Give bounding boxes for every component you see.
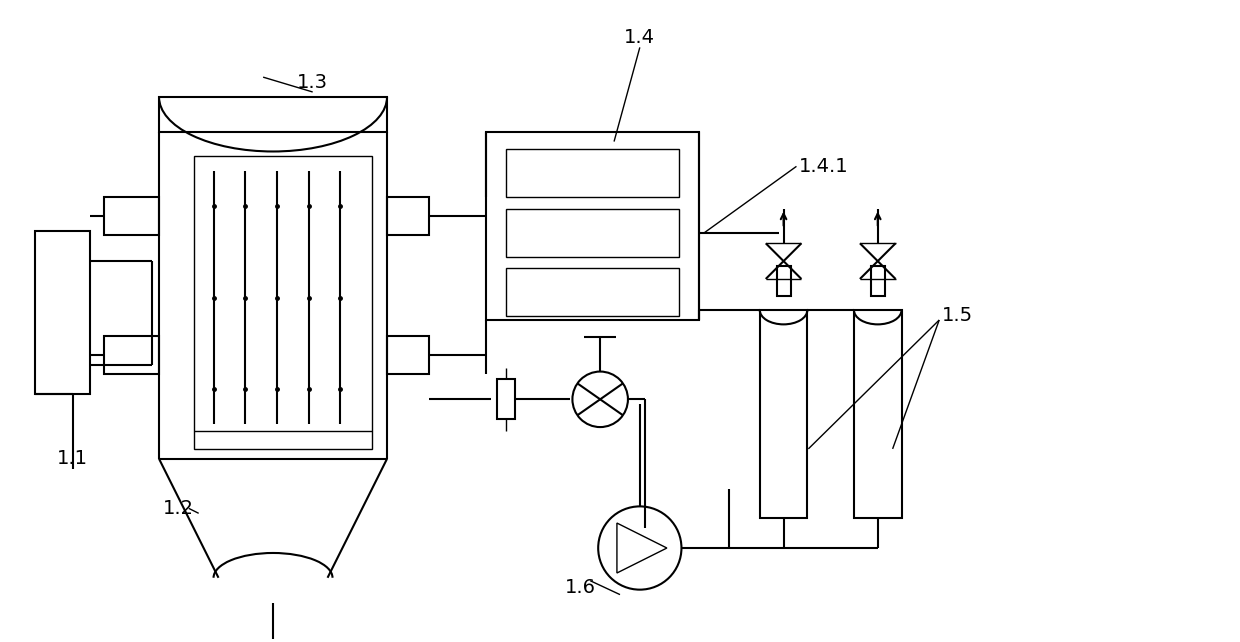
Bar: [776, 266, 791, 296]
Bar: [35, 230, 89, 394]
Bar: [104, 197, 159, 235]
Text: 1.5: 1.5: [941, 306, 972, 325]
Bar: [870, 266, 884, 296]
Bar: [387, 197, 429, 235]
Bar: [104, 336, 159, 374]
Text: 1.3: 1.3: [298, 73, 329, 92]
Bar: [506, 268, 680, 316]
Bar: [506, 150, 680, 197]
Bar: [387, 336, 429, 374]
Text: 1.1: 1.1: [57, 449, 88, 468]
Bar: [854, 310, 901, 518]
Bar: [497, 379, 515, 419]
Bar: [506, 209, 680, 257]
Text: 1.4.1: 1.4.1: [799, 157, 848, 176]
Bar: [760, 310, 807, 518]
Bar: [486, 132, 699, 320]
Text: 1.6: 1.6: [565, 578, 596, 597]
Text: 1.4: 1.4: [624, 28, 655, 47]
Bar: [193, 157, 372, 449]
Bar: [159, 97, 387, 132]
Text: 1.2: 1.2: [164, 499, 195, 518]
